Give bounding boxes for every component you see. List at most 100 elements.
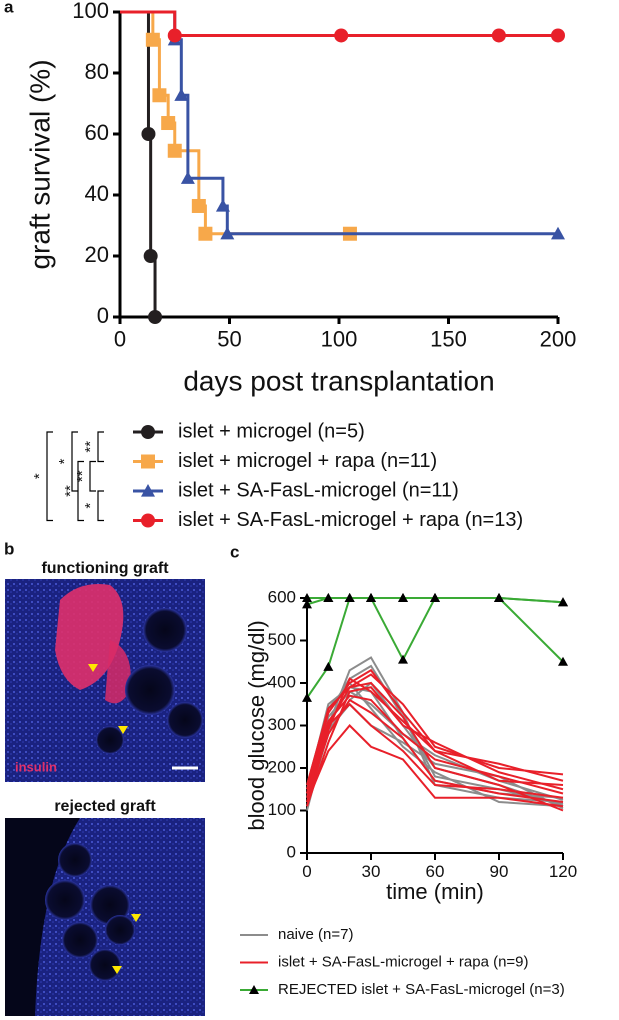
glucose-line — [306, 681, 564, 812]
x-tick-label: 60 — [426, 862, 445, 881]
marker — [249, 985, 259, 994]
marker — [143, 249, 158, 263]
glucose-line — [306, 677, 564, 807]
marker — [323, 661, 334, 671]
y-tick-label: 600 — [268, 587, 296, 606]
y-tick-label: 500 — [268, 630, 296, 649]
insulin-stain — [55, 584, 124, 690]
marker — [398, 593, 408, 602]
arrowhead — [118, 726, 128, 734]
x-tick-label: 100 — [321, 326, 358, 351]
y-tick-label: 100 — [72, 0, 109, 23]
marker — [344, 593, 355, 602]
marker — [558, 597, 568, 607]
marker — [191, 198, 206, 213]
marker — [145, 32, 160, 47]
x-tick-label: 120 — [549, 862, 577, 881]
x-tick-label: 150 — [430, 326, 467, 351]
marker — [494, 593, 504, 602]
panel-label: b — [4, 539, 14, 558]
glucose-line — [306, 698, 564, 803]
image-title: rejected graft — [54, 798, 156, 815]
marker — [141, 484, 155, 497]
marker — [215, 198, 230, 212]
legend-label: islet + microgel + rapa (n=11) — [178, 450, 437, 472]
marker — [220, 226, 235, 240]
survival-line — [120, 10, 558, 37]
bracket — [97, 490, 104, 522]
marker — [366, 593, 376, 602]
marker — [148, 310, 163, 324]
legend-label: islet + SA-FasL-microgel (n=11) — [178, 479, 459, 501]
arrowhead — [112, 966, 122, 974]
marker — [167, 28, 182, 43]
arrowhead — [131, 914, 141, 922]
significance-label: * — [31, 473, 48, 479]
marker — [334, 28, 349, 43]
micrograph-panel: functioning graft insulin rejected graft — [5, 560, 205, 1016]
glucose-line — [307, 597, 564, 604]
marker — [174, 88, 189, 101]
y-tick-label: 300 — [268, 715, 296, 734]
significance-label: ** — [62, 485, 79, 497]
islet-void — [45, 880, 85, 920]
marker — [551, 226, 565, 240]
legend-label: islet + microgel (n=5) — [178, 420, 365, 442]
islet-void — [105, 915, 135, 945]
x-axis-title: days post transplantation — [183, 365, 494, 396]
background-region — [5, 818, 80, 1016]
marker — [167, 143, 182, 158]
bracket — [77, 460, 84, 522]
x-tick-label: 0 — [302, 862, 311, 881]
significance-label: * — [82, 503, 99, 509]
y-tick-label: 100 — [268, 800, 296, 819]
marker — [141, 454, 155, 469]
glucose-line — [306, 724, 564, 808]
bracket — [71, 431, 78, 492]
marker — [180, 171, 195, 184]
insulin-stain — [105, 640, 131, 704]
marker — [558, 656, 568, 666]
islet-void — [167, 702, 203, 738]
islet-void — [96, 726, 124, 754]
y-axis-title: graft survival (%) — [24, 59, 55, 269]
islet-void — [58, 843, 92, 877]
y-tick-label: 0 — [287, 842, 296, 861]
marker — [491, 28, 506, 43]
x-axis-title: time (min) — [386, 879, 484, 904]
bracket — [97, 431, 104, 463]
significance-label: ** — [82, 441, 99, 453]
marker — [551, 28, 565, 43]
y-tick-label: 20 — [85, 242, 109, 267]
x-tick-label: 200 — [540, 326, 577, 351]
islet-void — [143, 608, 187, 652]
bracket — [89, 460, 96, 492]
y-tick-label: 400 — [268, 672, 296, 691]
x-tick-label: 50 — [217, 326, 241, 351]
marker — [141, 127, 156, 141]
x-tick-label: 0 — [114, 326, 126, 351]
panel-label: a — [4, 0, 14, 16]
y-axis-title: blood glucose (mg/dl) — [244, 620, 269, 830]
survival-line — [120, 10, 558, 236]
survival-line — [120, 10, 157, 317]
marker — [430, 593, 440, 602]
y-tick-label: 60 — [85, 120, 109, 145]
x-tick-label: 30 — [362, 862, 381, 881]
arrowhead — [88, 664, 98, 672]
x-tick-label: 90 — [490, 862, 509, 881]
legend-label: islet + SA-FasL-microgel + rapa (n=13) — [178, 509, 523, 531]
y-tick-label: 0 — [97, 303, 109, 328]
glucose-line — [306, 668, 564, 794]
y-tick-label: 80 — [85, 59, 109, 84]
stain-label: insulin — [15, 759, 57, 774]
y-tick-label: 200 — [268, 757, 296, 776]
islet-void — [89, 949, 121, 981]
marker — [398, 654, 408, 664]
y-tick-label: 40 — [85, 181, 109, 206]
legend-label: naive (n=7) — [278, 926, 353, 943]
marker — [302, 692, 312, 702]
marker — [323, 593, 334, 602]
legend-label: REJECTED islet + SA-FasL-microgel (n=3) — [278, 981, 565, 998]
